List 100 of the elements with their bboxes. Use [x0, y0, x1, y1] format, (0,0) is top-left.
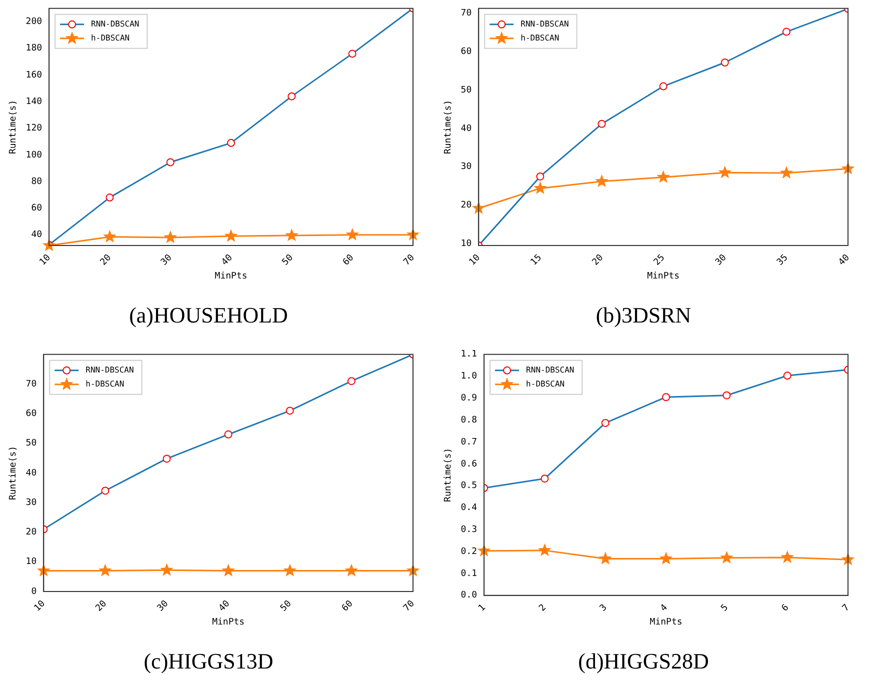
point: [160, 563, 174, 576]
point: [780, 166, 794, 179]
y-tick-label: 0.0: [460, 590, 478, 601]
y-tick-label: 0.2: [460, 546, 478, 557]
legend-label: RNN-DBSCAN: [526, 365, 574, 374]
y-tick-label: 60: [460, 47, 472, 58]
x-tick-label: 2: [538, 602, 548, 614]
x-tick-label: 30: [156, 599, 171, 614]
x-tick-label: 30: [159, 253, 174, 268]
y-tick-label: 1.1: [460, 350, 478, 360]
point: [659, 552, 673, 564]
x-tick-label: 50: [278, 599, 294, 614]
point: [98, 564, 112, 576]
x-tick-label: 40: [220, 253, 235, 268]
y-axis-title: Runtime(s): [8, 100, 19, 154]
text: (b)3DSRN: [596, 302, 692, 328]
point: [103, 230, 116, 243]
y-tick-label: 50: [460, 85, 472, 96]
point: [224, 229, 238, 242]
point: [598, 552, 612, 564]
x-tick-label: 20: [94, 599, 109, 614]
x-tick-label: 30: [714, 253, 729, 268]
x-tick-label: 3: [598, 602, 610, 614]
y-tick-label: 30: [460, 162, 472, 172]
point: [285, 228, 298, 242]
x-tick-label: 70: [402, 599, 417, 614]
y-axis-title: Runtime(s): [8, 446, 19, 500]
point: [164, 230, 178, 244]
x-tick-label: 15: [529, 253, 544, 268]
y-tick-label: 60: [31, 204, 42, 214]
x-tick-label: 5: [720, 602, 730, 614]
y-tick-label: 120: [26, 124, 42, 134]
point: [346, 228, 359, 241]
x-tick-label: 4: [658, 602, 670, 614]
legend-label: h-DBSCAN: [91, 33, 130, 42]
y-tick-label: 100: [26, 150, 42, 160]
x-tick-label: 25: [652, 253, 668, 268]
y-tick-label: 0.6: [460, 459, 478, 470]
x-tick-label: 60: [340, 599, 356, 614]
x-tick-label: 40: [837, 253, 852, 268]
y-tick-label: 30: [26, 498, 37, 508]
legend-label: h-DBSCAN: [526, 379, 565, 388]
x-tick-label: 6: [780, 602, 792, 614]
x-axis-title: MinPts: [214, 272, 248, 282]
y-tick-label: 40: [31, 230, 42, 240]
y-tick-label: 1.0: [460, 372, 478, 382]
legend-label: h-DBSCAN: [520, 33, 560, 42]
y-tick-label: 20: [26, 528, 37, 538]
point: [283, 564, 297, 576]
y-tick-label: 40: [26, 468, 37, 478]
x-axis-title: MinPts: [212, 618, 245, 628]
point: [538, 543, 552, 556]
y-tick-label: 70: [460, 8, 472, 19]
point: [222, 564, 235, 576]
y-tick-label: 70: [26, 379, 37, 390]
y-tick-label: 20: [460, 200, 472, 211]
y-tick-label: 140: [26, 96, 42, 107]
y-tick-label: 0.1: [460, 568, 478, 579]
x-tick-label: 35: [775, 253, 790, 268]
y-tick-label: 0.9: [460, 394, 478, 404]
y-tick-label: 10: [26, 557, 37, 568]
text: (c)HIGGS13D: [144, 648, 274, 674]
point: [718, 166, 732, 178]
x-tick-label: 40: [217, 599, 232, 614]
x-tick-label: 7: [840, 602, 852, 614]
text: (d)HIGGS28D: [578, 648, 709, 674]
point: [720, 550, 734, 564]
y-tick-label: 0.8: [460, 415, 478, 426]
x-tick-label: 50: [280, 253, 296, 268]
y-tick-label: 0.3: [460, 524, 478, 535]
point: [344, 564, 358, 576]
x-tick-label: 20: [98, 253, 114, 268]
legend-label: RNN-DBSCAN: [86, 365, 134, 374]
x-tick-label: 70: [402, 253, 417, 268]
x-axis-title: MinPts: [650, 618, 682, 628]
y-tick-label: 160: [26, 70, 42, 80]
y-tick-label: 0.5: [460, 481, 478, 492]
legend-label: RNN-DBSCAN: [520, 19, 569, 28]
point: [780, 550, 794, 564]
y-tick-label: 200: [26, 17, 42, 28]
y-tick-label: 50: [26, 438, 37, 449]
text: (a)HOUSEHOLD: [129, 302, 288, 328]
legend-label: h-DBSCAN: [86, 379, 124, 388]
y-axis-title: Runtime(s): [444, 100, 454, 154]
y-tick-label: 0: [31, 586, 37, 597]
x-tick-label: 20: [590, 253, 606, 268]
x-tick-label: 60: [341, 253, 356, 268]
y-tick-label: 180: [26, 44, 42, 54]
y-tick-label: 10: [460, 238, 472, 249]
y-tick-label: 80: [31, 176, 42, 187]
y-tick-label: 40: [460, 124, 472, 134]
x-axis-title: MinPts: [647, 272, 680, 282]
point: [656, 170, 670, 183]
point: [595, 174, 608, 188]
x-tick-label: 1: [476, 602, 488, 614]
y-tick-label: 0.4: [460, 503, 478, 514]
y-tick-label: 0.7: [460, 437, 478, 448]
point: [534, 181, 547, 194]
legend-label: RNN-DBSCAN: [91, 19, 140, 28]
y-axis-title: Runtime(s): [444, 448, 454, 502]
